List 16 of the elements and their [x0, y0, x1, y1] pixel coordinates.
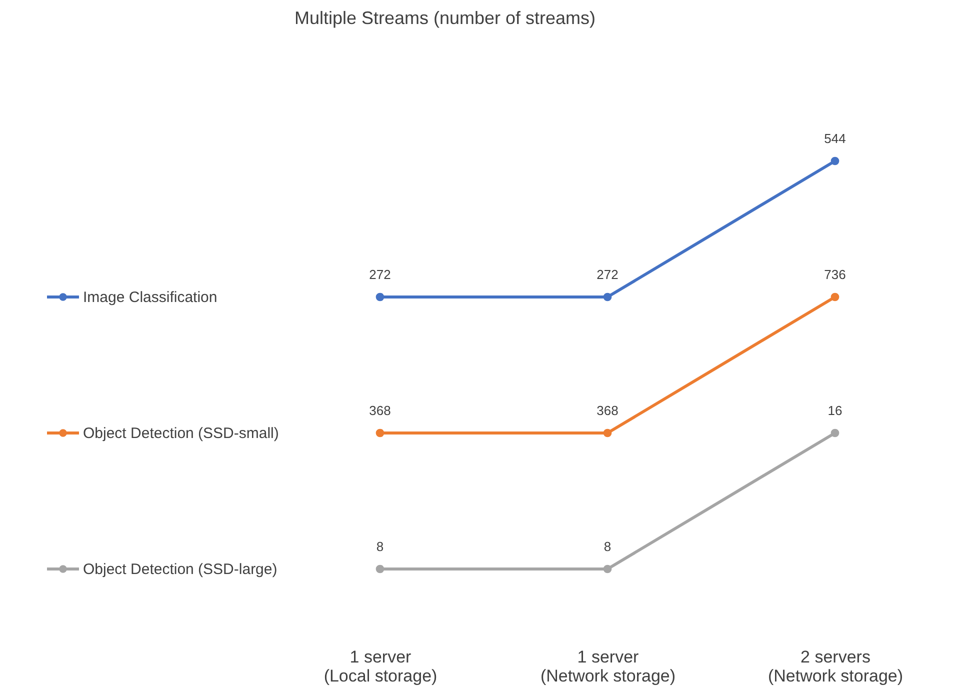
data-label: 544 [824, 131, 846, 146]
legend-label: Object Detection (SSD-small) [83, 425, 279, 442]
data-label: 8 [376, 539, 384, 554]
x-tick-label: 1 server (Network storage) [540, 648, 676, 686]
data-label: 272 [596, 267, 618, 282]
chart-title: Multiple Streams (number of streams) [294, 8, 596, 28]
data-label: 368 [596, 403, 618, 418]
data-label: 736 [824, 267, 846, 282]
legend-label: Object Detection (SSD-large) [83, 561, 278, 578]
x-tick-label: 2 servers (Network storage) [768, 648, 904, 686]
data-label: 272 [369, 267, 391, 282]
data-label: 16 [828, 403, 842, 418]
x-tick-label: 1 server (Local storage) [324, 648, 438, 686]
data-label: 368 [369, 403, 391, 418]
legend-label: Image Classification [83, 289, 218, 306]
data-label: 8 [604, 539, 612, 554]
